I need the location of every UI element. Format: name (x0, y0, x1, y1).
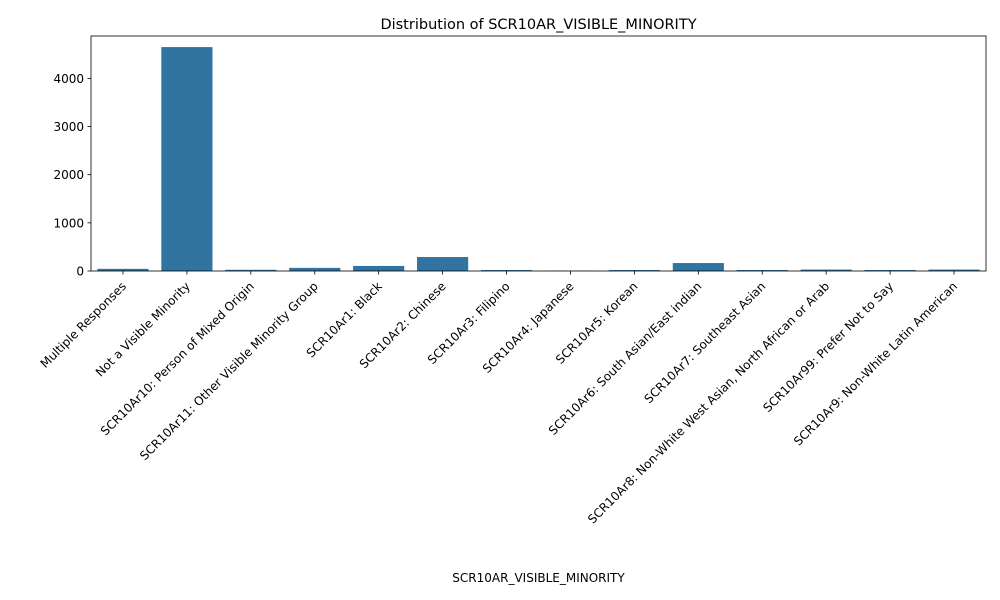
bar-12 (864, 270, 916, 271)
chart-title: Distribution of SCR10AR_VISIBLE_MINORITY (380, 17, 696, 33)
y-tick-label: 1000 (53, 216, 84, 230)
bar-1 (161, 47, 213, 271)
y-tick-label: 3000 (53, 120, 84, 134)
y-tick-label: 4000 (53, 72, 84, 86)
plot-frame (90, 35, 987, 272)
bar-13 (928, 269, 980, 271)
bar-10 (736, 270, 788, 271)
x-tick-label: SCR10Ar7: Southeast Asian (642, 279, 769, 406)
bar-11 (800, 269, 852, 271)
x-tick-label: SCR10Ar8: Non-White West Asian, North Af… (585, 279, 832, 526)
bar-3 (289, 267, 341, 271)
y-axis: 0 1000 2000 3000 4000 (53, 72, 91, 279)
y-tick-label: 2000 (53, 168, 84, 182)
bar-2 (225, 269, 277, 271)
bar-0 (97, 268, 149, 271)
x-axis-label: SCR10AR_VISIBLE_MINORITY (452, 571, 625, 585)
bar-5 (417, 257, 469, 271)
x-tick-label: SCR10Ar99: Prefer Not to Say (760, 279, 896, 415)
y-tick-label: 0 (76, 265, 84, 279)
bar-8 (608, 270, 660, 271)
bar-6 (480, 270, 533, 271)
bar-9 (672, 263, 724, 271)
bar-4 (353, 265, 405, 271)
bars-group (97, 47, 980, 271)
